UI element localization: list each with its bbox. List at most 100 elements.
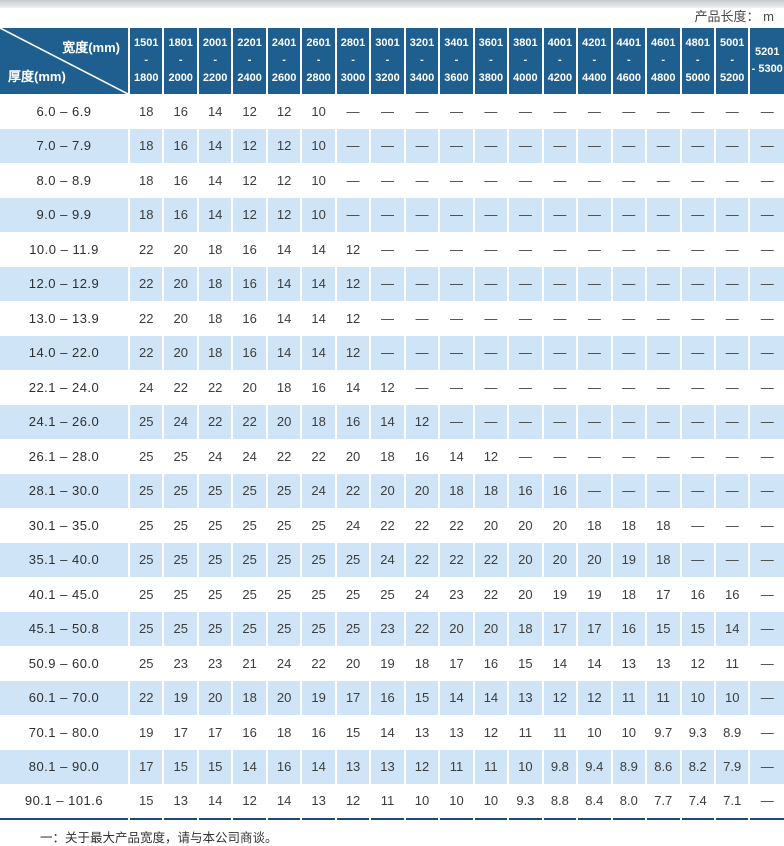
- length-value-cell: 16: [231, 266, 267, 301]
- length-value-cell: 22: [472, 542, 509, 577]
- length-value-cell: 14: [196, 197, 233, 232]
- length-value-cell: 25: [231, 611, 267, 646]
- table-row: 80.1 – 90.0 17 15 15 14 16 14 13 13 12 11 11 10 9.8 9.…: [0, 749, 784, 784]
- length-value-cell: 25: [127, 577, 164, 612]
- length-value-cell: 22: [403, 542, 440, 577]
- length-value-cell: 12: [231, 128, 267, 163]
- thickness-range-cell: 7.0 – 7.9: [0, 128, 129, 163]
- length-value-cell: 22: [196, 370, 233, 405]
- length-value-cell: 20: [265, 404, 302, 439]
- length-value-cell: 13: [300, 784, 336, 819]
- length-value-cell: 10: [679, 680, 715, 715]
- length-value-cell: 22: [300, 439, 336, 474]
- table-row: 14.0 – 22.0 22 20 18 16 14 14 12— — — — — — — — — — — —: [0, 335, 784, 370]
- length-value-cell: 14: [369, 715, 405, 750]
- length-value-cell: 24: [369, 542, 405, 577]
- thickness-range-cell: 14.0 – 22.0: [0, 335, 129, 370]
- length-value-cell: 22: [300, 646, 336, 681]
- width-range-end: - 3000: [340, 54, 366, 84]
- length-value-cell: 11: [472, 749, 509, 784]
- length-value-cell: 12: [265, 197, 302, 232]
- length-value-cell: 10: [403, 784, 440, 819]
- length-value-cell: 10: [300, 94, 336, 129]
- length-value-cell: —: [576, 197, 612, 232]
- length-value-cell: 19: [541, 577, 578, 612]
- length-value-cell: 24: [162, 404, 198, 439]
- length-value-cell: —: [334, 197, 371, 232]
- length-value-cell: 8.8: [541, 784, 578, 819]
- length-value-cell: 19: [576, 577, 612, 612]
- width-range-start: 1501: [133, 37, 159, 50]
- length-value-cell: —: [507, 128, 543, 163]
- length-value-cell: —: [748, 577, 784, 612]
- thickness-range-cell: 90.1 – 101.6: [24, 793, 104, 809]
- length-value-cell: 25: [127, 473, 164, 508]
- length-value-cell: 14: [300, 301, 336, 336]
- length-value-cell: 10: [300, 128, 336, 163]
- length-value-cell: 7.7: [645, 784, 681, 819]
- length-value-cell: 12: [265, 128, 302, 163]
- length-value-cell: 18: [231, 680, 267, 715]
- length-value-cell: —: [438, 197, 474, 232]
- length-value-cell: 12: [334, 784, 371, 819]
- length-value-cell: —: [679, 94, 715, 129]
- width-range-start: 3801: [513, 37, 538, 50]
- width-col-header: 2801 - 3000: [334, 28, 371, 94]
- length-value-cell: —: [610, 197, 647, 232]
- length-value-cell: —: [610, 404, 647, 439]
- length-value-cell: —: [403, 128, 440, 163]
- length-value-cell: 16: [679, 577, 715, 612]
- table-row: 22.1 – 24.0 24 22 22 20 18 16 14 12— — — — — — — — — — —: [0, 370, 784, 405]
- width-col-header: 1501 - 1800: [127, 28, 164, 94]
- length-value-cell: —: [438, 266, 474, 301]
- length-value-cell: 16: [162, 197, 198, 232]
- length-value-cell: 14: [334, 370, 371, 405]
- width-range-end: - 5000: [685, 54, 710, 84]
- length-value-cell: —: [748, 715, 784, 750]
- length-value-cell: 15: [334, 715, 371, 750]
- length-value-cell: 20: [369, 473, 405, 508]
- length-value-cell: —: [472, 163, 509, 198]
- length-value-cell: 25: [162, 611, 198, 646]
- length-value-cell: 22: [369, 508, 405, 543]
- length-value-cell: 24: [127, 370, 164, 405]
- length-value-cell: —: [507, 266, 543, 301]
- length-value-cell: —: [507, 94, 543, 129]
- length-value-cell: 22: [127, 232, 164, 267]
- length-value-cell: 24: [265, 646, 302, 681]
- thickness-range-cell: 50.9 – 60.0: [28, 655, 100, 671]
- length-value-cell: 12: [334, 335, 371, 370]
- length-value-cell: 25: [300, 508, 336, 543]
- length-value-cell: —: [748, 508, 784, 543]
- length-value-cell: 25: [127, 542, 164, 577]
- length-value-cell: —: [438, 94, 474, 129]
- length-value-cell: 16: [265, 749, 302, 784]
- length-value-cell: —: [610, 128, 647, 163]
- length-value-cell: —: [438, 163, 474, 198]
- width-range-end: - 4600: [616, 54, 642, 84]
- thickness-range-cell: 70.1 – 80.0: [28, 724, 100, 740]
- width-range-end: - 5200: [719, 54, 745, 84]
- length-value-cell: —: [645, 232, 681, 267]
- length-value-cell: 10: [610, 715, 647, 750]
- length-value-cell: 20: [162, 335, 198, 370]
- length-value-cell: 18: [645, 508, 681, 543]
- table-row: 10.0 – 11.9 22 20 18 16 14 14 12— — — — — — — — — — — —: [0, 232, 784, 267]
- length-value-cell: 14: [472, 680, 509, 715]
- length-value-cell: —: [679, 128, 715, 163]
- length-value-cell: —: [748, 232, 784, 267]
- length-value-cell: 25: [127, 611, 164, 646]
- length-value-cell: —: [541, 128, 578, 163]
- length-value-cell: 18: [265, 715, 302, 750]
- length-value-cell: 14: [265, 266, 302, 301]
- thickness-range-cell: 26.1 – 28.0: [28, 448, 100, 464]
- length-value-cell: —: [369, 128, 405, 163]
- length-value-cell: —: [679, 542, 715, 577]
- length-value-cell: 20: [196, 680, 233, 715]
- length-value-cell: —: [713, 335, 750, 370]
- width-col-header: 5001 - 5200: [713, 28, 750, 94]
- width-range-end: - 2600: [271, 54, 297, 84]
- length-value-cell: 20: [231, 370, 267, 405]
- length-value-cell: 16: [162, 163, 198, 198]
- length-value-cell: —: [713, 197, 750, 232]
